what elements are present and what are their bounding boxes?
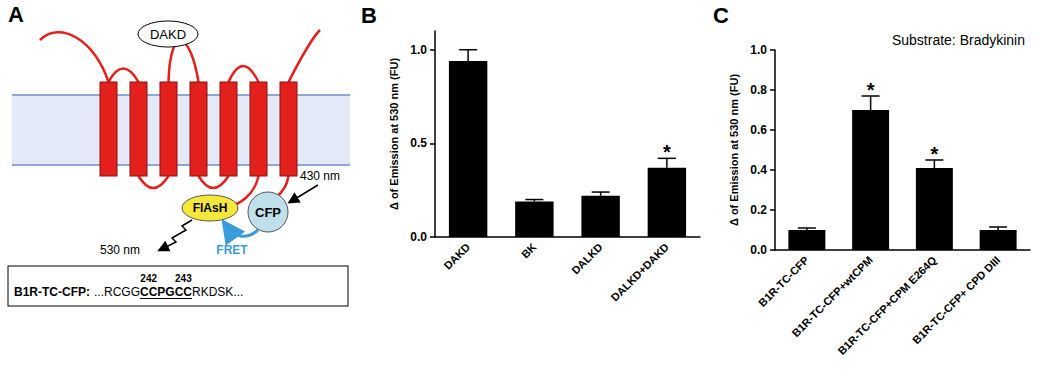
svg-text:A: A [8,2,24,27]
svg-text:*: * [930,143,938,165]
svg-text:DAKD: DAKD [150,27,186,42]
svg-text:0.0: 0.0 [750,243,767,257]
svg-text:0.2: 0.2 [750,203,767,217]
svg-text:B1R-TC-CFP: B1R-TC-CFP [756,254,811,309]
svg-text:FRET: FRET [216,243,248,257]
svg-text:...RCGG: ...RCGG [94,285,140,299]
svg-text:Δ of Emission at 530 nm (FU): Δ of Emission at 530 nm (FU) [728,74,740,226]
svg-text:B1R-TC-CFP+CPM E264Q: B1R-TC-CFP+CPM E264Q [835,253,939,357]
svg-text:530 nm: 530 nm [100,243,140,257]
svg-text:BK: BK [519,241,539,261]
svg-text:0.4: 0.4 [750,163,767,177]
svg-text:242: 242 [140,273,157,284]
svg-text:243: 243 [175,273,192,284]
svg-text:B1R-TC-CFP+wtCPM: B1R-TC-CFP+wtCPM [789,253,875,340]
svg-text:RKDSK...: RKDSK... [192,285,243,299]
svg-text:DAKD: DAKD [441,241,472,272]
svg-text:0.5: 0.5 [410,136,427,150]
svg-text:*: * [867,79,875,101]
svg-text:430 nm: 430 nm [300,169,340,183]
svg-text:1.0: 1.0 [750,43,767,57]
svg-text:B1R-TC-CFP:: B1R-TC-CFP: [14,285,90,299]
svg-text:1.0: 1.0 [410,43,427,57]
svg-text:0.8: 0.8 [750,83,767,97]
svg-text:DALKD+DAKD: DALKD+DAKD [608,241,671,304]
svg-text:B: B [361,3,377,28]
svg-text:0.0: 0.0 [410,230,427,244]
svg-text:C: C [713,3,729,28]
svg-text:CCPGCC: CCPGCC [140,285,192,299]
svg-text:DALKD: DALKD [569,241,605,277]
svg-text:FlAsH: FlAsH [193,201,228,215]
svg-text:*: * [663,141,671,163]
svg-text:CFP: CFP [255,205,281,220]
svg-text:0.6: 0.6 [750,123,767,137]
svg-text:B1R-TC-CFP+ CPD DIII: B1R-TC-CFP+ CPD DIII [910,254,1002,346]
svg-text:Substrate: Bradykinin: Substrate: Bradykinin [892,32,1025,48]
svg-text:Δ of Emission at 530 nm (FU): Δ of Emission at 530 nm (FU) [388,58,400,210]
